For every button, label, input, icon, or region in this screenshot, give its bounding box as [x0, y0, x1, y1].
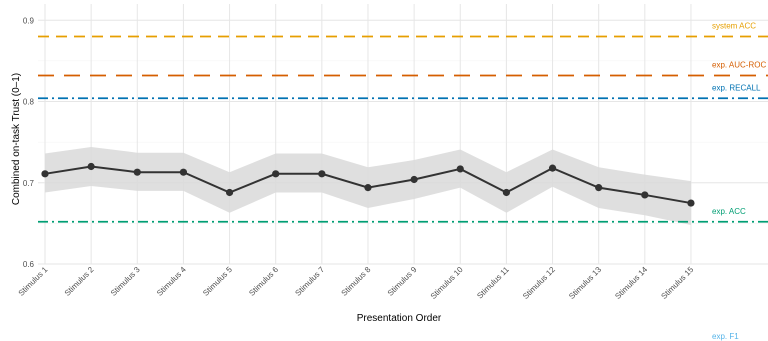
- data-point-12: [548, 164, 557, 172]
- x-tick-label-10: Stimulus 10: [429, 265, 465, 301]
- y-tick-label-2: 0.8: [23, 98, 35, 107]
- x-tick-labels: Stimulus 1 Stimulus 2 Stimulus 3 Stimulus 4…: [17, 265, 696, 301]
- x-tick-label-2: Stimulus 2: [63, 265, 96, 298]
- data-point-8: [364, 184, 372, 192]
- x-tick-label-11: Stimulus 11: [475, 265, 511, 301]
- data-point-13: [595, 184, 603, 192]
- reference-label-exp-auc-roc: exp. AUC-ROC: [712, 61, 766, 70]
- data-point-6: [272, 170, 280, 178]
- y-tick-label-1: 0.7: [23, 179, 35, 188]
- data-point-2: [87, 162, 95, 171]
- x-tick-label-14: Stimulus 14: [613, 265, 649, 301]
- data-point-11: [502, 188, 510, 197]
- x-tick-label-1: Stimulus 1: [17, 265, 50, 298]
- reference-label-exp-acc: exp. ACC: [712, 207, 746, 216]
- data-point-4: [179, 168, 188, 176]
- data-point-1: [41, 170, 49, 178]
- x-tick-label-6: Stimulus 6: [247, 265, 280, 298]
- data-point-15: [687, 199, 695, 207]
- reference-label-exp-f1: exp. F1: [712, 332, 739, 341]
- y-tick-labels: 0.6 0.7 0.8 0.9: [23, 16, 35, 269]
- data-point-14: [641, 191, 649, 199]
- y-axis-title: Combined on-task Trust (0–1): [11, 73, 22, 205]
- x-tick-label-4: Stimulus 4: [155, 265, 188, 298]
- reference-labels: system ACC exp. AUC-ROC exp. RECALL exp. AC…: [712, 22, 766, 341]
- data-point-10: [456, 165, 464, 173]
- y-tick-label-0: 0.6: [23, 260, 35, 269]
- x-tick-label-8: Stimulus 8: [340, 265, 373, 298]
- x-tick-label-7: Stimulus 7: [293, 265, 326, 298]
- x-tick-label-5: Stimulus 5: [201, 265, 234, 298]
- data-point-5: [225, 188, 234, 197]
- reference-lines-layer: [38, 35, 768, 223]
- data-point-7: [318, 170, 326, 178]
- x-tick-label-9: Stimulus 9: [386, 265, 419, 298]
- x-tick-label-12: Stimulus 12: [521, 265, 557, 301]
- x-tick-label-13: Stimulus 13: [567, 265, 603, 301]
- data-point-9: [410, 175, 418, 184]
- x-tick-label-3: Stimulus 3: [109, 265, 142, 298]
- x-tick-label-15: Stimulus 15: [659, 265, 695, 301]
- y-tick-label-3: 0.9: [23, 16, 35, 25]
- x-axis-title: Presentation Order: [357, 313, 442, 324]
- reference-label-system-acc: system ACC: [712, 22, 756, 31]
- data-point-3: [133, 168, 141, 176]
- grid-layer: [38, 4, 768, 265]
- series-layer: [41, 162, 695, 207]
- reference-label-exp-recall: exp. RECALL: [712, 83, 761, 92]
